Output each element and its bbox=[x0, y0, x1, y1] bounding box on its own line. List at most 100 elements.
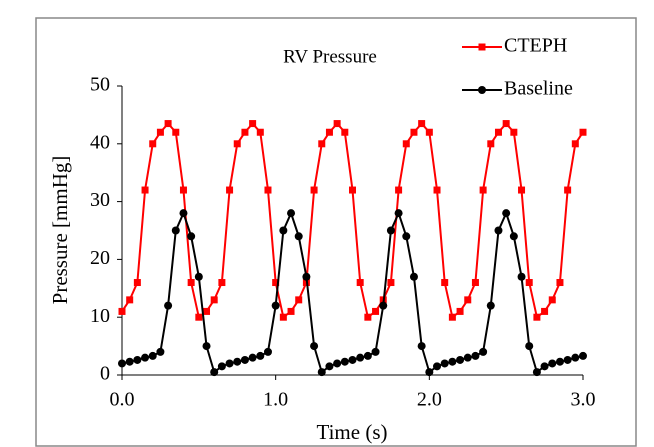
marker bbox=[249, 120, 257, 128]
marker bbox=[341, 128, 349, 136]
y-tick-label: 40 bbox=[90, 131, 110, 153]
marker bbox=[518, 186, 526, 194]
marker bbox=[395, 186, 403, 194]
marker bbox=[371, 347, 380, 356]
marker bbox=[156, 347, 165, 356]
legend-label: Baseline bbox=[504, 78, 573, 100]
marker bbox=[149, 140, 157, 148]
marker bbox=[525, 279, 533, 287]
marker bbox=[287, 209, 296, 218]
marker bbox=[203, 307, 211, 315]
marker bbox=[172, 128, 180, 136]
marker bbox=[425, 128, 433, 136]
marker bbox=[125, 357, 134, 366]
marker bbox=[179, 186, 187, 194]
marker bbox=[310, 186, 318, 194]
legend-marker bbox=[478, 43, 486, 51]
marker bbox=[156, 128, 164, 136]
marker bbox=[317, 368, 326, 377]
marker bbox=[126, 296, 134, 304]
marker bbox=[456, 307, 464, 315]
marker bbox=[402, 140, 410, 148]
marker bbox=[164, 120, 172, 128]
marker bbox=[133, 279, 141, 287]
marker bbox=[479, 347, 488, 356]
legend-label: CTEPH bbox=[504, 35, 567, 57]
marker bbox=[318, 140, 326, 148]
marker bbox=[540, 362, 549, 371]
x-axis-title: Time (s) bbox=[317, 420, 388, 444]
marker bbox=[448, 357, 457, 366]
marker bbox=[571, 353, 580, 362]
y-tick-label: 0 bbox=[100, 363, 110, 385]
marker bbox=[409, 272, 418, 281]
marker bbox=[118, 307, 126, 315]
x-tick-label: 3.0 bbox=[571, 389, 596, 411]
marker bbox=[333, 359, 342, 368]
marker bbox=[356, 353, 365, 362]
marker bbox=[295, 296, 303, 304]
marker bbox=[364, 313, 372, 321]
marker bbox=[402, 232, 411, 241]
marker bbox=[471, 279, 479, 287]
marker bbox=[494, 226, 503, 235]
marker bbox=[164, 301, 173, 310]
marker bbox=[579, 128, 587, 136]
marker bbox=[525, 342, 534, 351]
marker bbox=[418, 120, 426, 128]
marker bbox=[248, 353, 257, 362]
marker bbox=[349, 186, 356, 194]
marker bbox=[310, 342, 319, 351]
marker bbox=[556, 279, 564, 287]
marker bbox=[226, 186, 234, 194]
marker bbox=[487, 140, 495, 148]
marker bbox=[233, 140, 241, 148]
marker bbox=[217, 362, 226, 371]
x-tick-label: 2.0 bbox=[417, 389, 442, 411]
marker bbox=[509, 232, 518, 241]
marker bbox=[233, 357, 242, 366]
chart-title: RV Pressure bbox=[283, 46, 377, 67]
marker bbox=[225, 359, 234, 368]
marker bbox=[425, 368, 434, 377]
marker bbox=[533, 313, 541, 321]
marker bbox=[394, 209, 403, 218]
marker bbox=[348, 355, 357, 364]
marker bbox=[187, 279, 195, 287]
marker bbox=[272, 279, 280, 287]
marker bbox=[502, 209, 511, 218]
marker bbox=[271, 301, 280, 310]
marker bbox=[548, 359, 557, 368]
marker bbox=[218, 279, 226, 287]
marker bbox=[494, 128, 502, 136]
marker bbox=[118, 359, 126, 368]
marker bbox=[240, 355, 249, 364]
marker bbox=[363, 351, 372, 360]
marker bbox=[440, 359, 449, 368]
marker bbox=[479, 186, 487, 194]
marker bbox=[441, 279, 449, 287]
marker bbox=[541, 307, 549, 315]
marker bbox=[433, 362, 442, 371]
marker bbox=[564, 186, 572, 194]
marker bbox=[386, 226, 395, 235]
marker bbox=[417, 342, 426, 351]
x-tick-label: 1.0 bbox=[263, 389, 288, 411]
marker bbox=[264, 186, 272, 194]
marker bbox=[141, 353, 150, 362]
marker bbox=[256, 128, 264, 136]
marker bbox=[448, 313, 456, 321]
marker bbox=[356, 279, 364, 287]
marker bbox=[463, 353, 472, 362]
marker bbox=[471, 351, 480, 360]
marker bbox=[302, 272, 311, 281]
marker bbox=[532, 368, 541, 377]
marker bbox=[241, 128, 249, 136]
y-tick-label: 10 bbox=[90, 305, 110, 327]
marker bbox=[287, 307, 295, 315]
marker bbox=[179, 209, 188, 218]
marker bbox=[464, 296, 472, 304]
marker bbox=[571, 140, 579, 148]
marker bbox=[579, 351, 587, 360]
